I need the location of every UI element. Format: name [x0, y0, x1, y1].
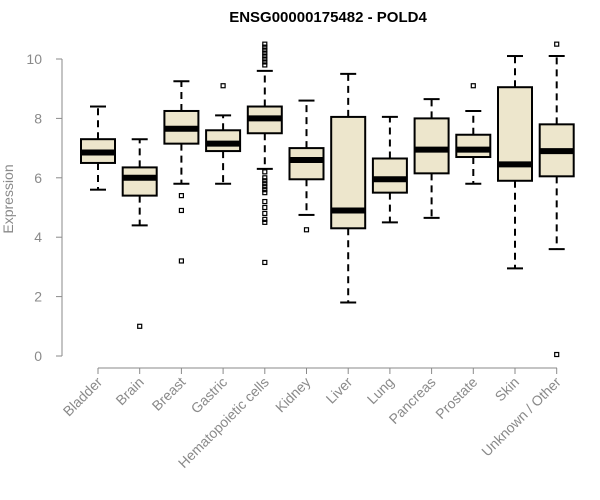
x-tick-label: Bladder	[60, 374, 106, 420]
x-tick-label: Kidney	[272, 374, 314, 416]
outlier-point	[262, 56, 268, 62]
iqr-box	[288, 147, 325, 181]
outlier-point	[554, 351, 560, 358]
outlier-point	[178, 207, 184, 214]
x-tick-label: Prostate	[432, 374, 480, 422]
iqr-box	[455, 133, 492, 159]
outlier-point	[262, 184, 268, 190]
outlier-point	[262, 216, 268, 222]
y-tick-label: 0	[34, 348, 42, 364]
x-tick-label: Brain	[112, 374, 146, 408]
box-bladder	[80, 105, 116, 191]
outlier-point	[262, 169, 268, 175]
y-tick-label: 6	[34, 170, 42, 186]
x-tick-label: Lung	[364, 374, 397, 407]
outlier-point	[262, 47, 268, 53]
outlier-point	[262, 181, 268, 187]
x-tick-label: Liver	[323, 374, 356, 407]
box-prostate	[455, 83, 492, 185]
outlier-point	[262, 53, 268, 59]
box-lung	[371, 115, 408, 224]
iqr-box	[413, 117, 450, 175]
outlier-point	[262, 190, 268, 196]
outlier-point	[262, 259, 268, 266]
box-pancreas	[413, 98, 450, 219]
outlier-point	[262, 204, 268, 211]
outlier-point	[262, 41, 268, 47]
x-tick-label: Skin	[492, 374, 523, 405]
box-skin	[497, 55, 533, 270]
x-tick-label: Breast	[149, 374, 189, 414]
outlier-point	[262, 44, 268, 50]
x-tick-label: Unknown / Other	[478, 374, 564, 460]
outlier-point	[178, 193, 184, 199]
outlier-point	[262, 175, 268, 181]
outlier-point	[262, 62, 268, 68]
outlier-point	[303, 227, 310, 233]
outlier-point	[262, 219, 268, 225]
y-tick-label: 8	[34, 110, 42, 126]
box-brain	[121, 138, 158, 329]
chart-title: ENSG00000175482 - POLD4	[229, 9, 427, 26]
boxes	[80, 41, 575, 358]
box-hematopoietic-cells	[246, 41, 283, 266]
outlier-point	[220, 83, 226, 89]
outlier-point	[470, 83, 476, 89]
outlier-point	[262, 210, 268, 217]
outlier-point	[262, 198, 268, 205]
y-axis-label: Expression	[0, 164, 16, 233]
outlier-point	[262, 59, 268, 65]
outlier-point	[262, 50, 268, 56]
outlier-point	[262, 178, 268, 184]
y-tick-label: 2	[34, 289, 42, 305]
box-gastric	[205, 83, 242, 185]
box-unknown-other	[538, 41, 575, 358]
outlier-point	[262, 187, 268, 193]
iqr-box	[121, 166, 158, 197]
box-kidney	[288, 99, 325, 233]
y-tick-label: 4	[34, 229, 42, 245]
outlier-point	[178, 258, 184, 264]
outlier-point	[137, 323, 143, 329]
y-tick-label: 10	[26, 51, 42, 67]
y-ticks: 0 2 4 6 8 10	[26, 51, 62, 364]
box-breast	[163, 80, 200, 264]
box-liver	[330, 72, 367, 304]
iqr-box	[371, 157, 408, 194]
outlier-point	[554, 41, 560, 47]
